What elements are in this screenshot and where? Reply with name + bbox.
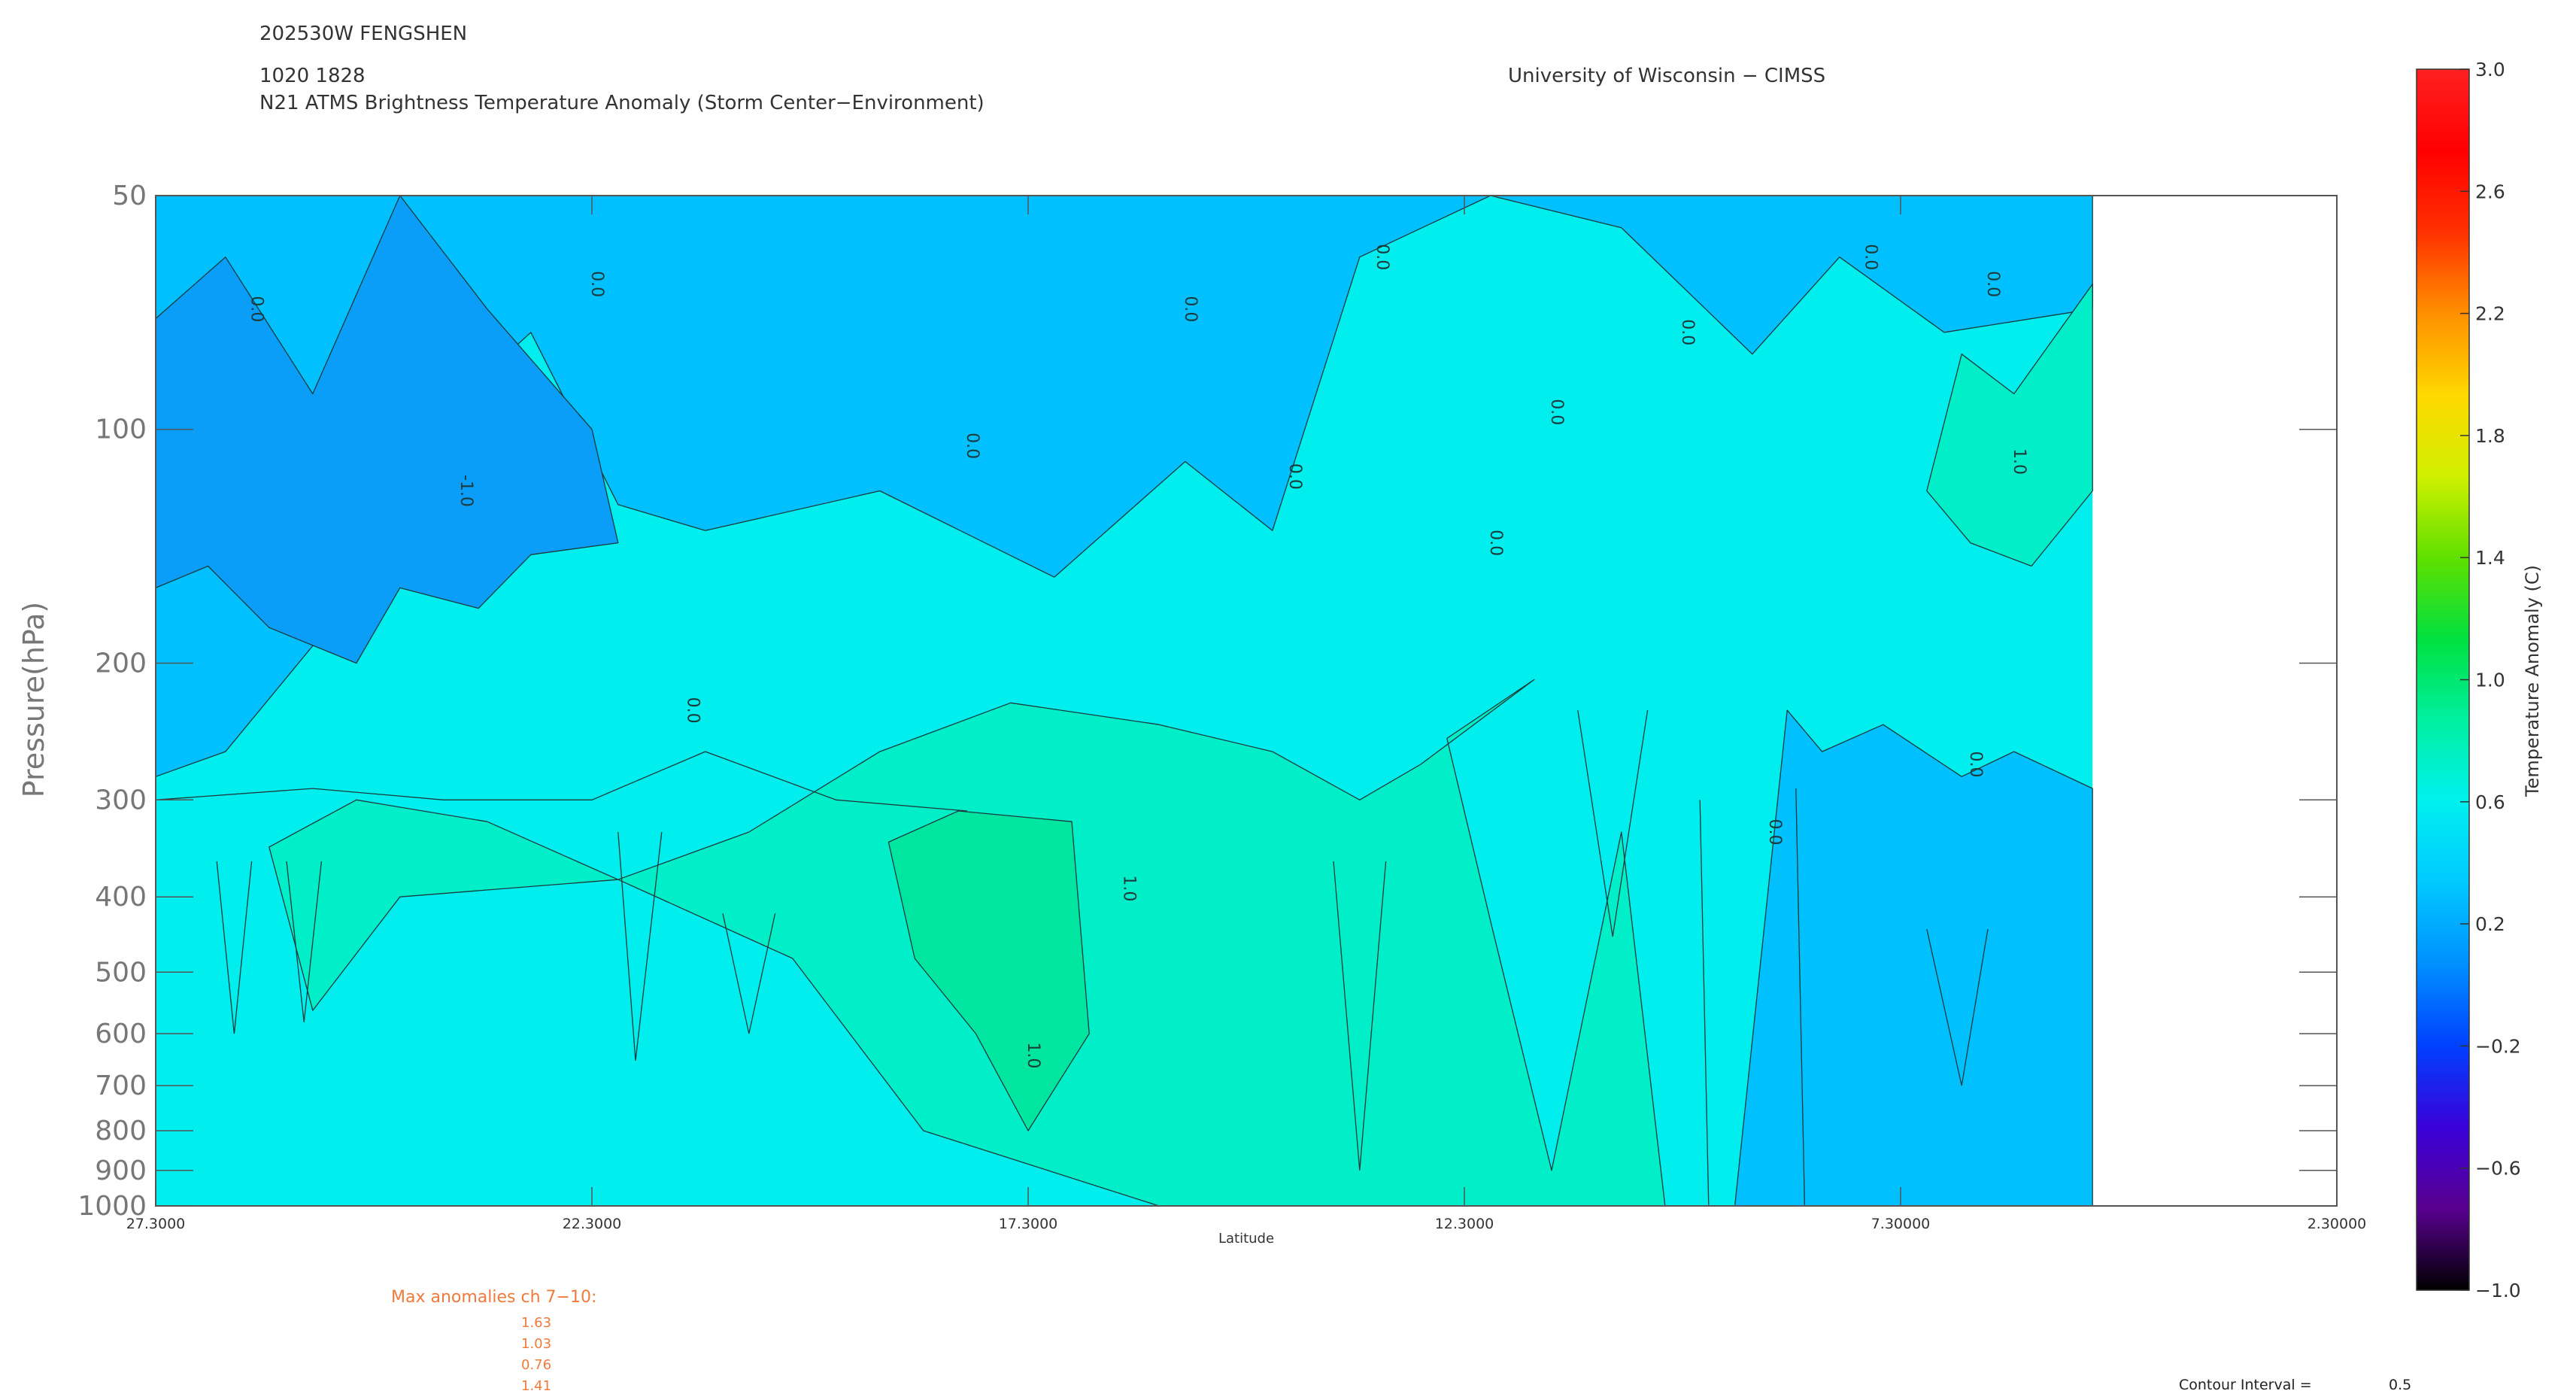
max-anomalies-list: 1.63 1.03 0.76 1.41: [521, 1313, 551, 1397]
x-tick-label: 27.3000: [126, 1216, 186, 1232]
contour-label: 0.0: [963, 433, 982, 459]
contour-line: [1699, 800, 1710, 1207]
contour-line: [216, 861, 253, 1034]
y-tick-label: 100: [95, 415, 147, 445]
contour-label: 0.0: [684, 697, 702, 724]
colorbar-label: Temperature Anomaly (C): [2522, 565, 2543, 797]
contour-interval-label: Contour Interval =: [2179, 1377, 2312, 1393]
contour-labels: 0.0 -1.0 0.0 0.0 0.0 0.0 0.0 0.0 0.0 0.0 0.0 1.0 1.0…: [247, 244, 2028, 1068]
institution-label: University of Wisconsin − CIMSS: [1508, 65, 1826, 87]
x-axis-label: Latitude: [1218, 1231, 1274, 1247]
colorbar-tick-label: 2.6: [2475, 181, 2505, 202]
y-tick-label: 700: [95, 1071, 147, 1101]
contour-line: [1926, 928, 1989, 1086]
contour-label: 0.0: [1285, 463, 1304, 490]
contour-label: 0.0: [1983, 271, 2002, 297]
contour-label: 0.0: [1765, 818, 1784, 845]
storm-id: 202530W FENGSHEN: [259, 23, 468, 45]
contour-line: [617, 831, 663, 1061]
contour-label: 0.0: [1547, 399, 1566, 425]
colorbar-ticks: 3.0 2.6 2.2 1.8 1.4 1.0 0.6 0.2 −0.2 −0.6 −1.0: [2460, 59, 2521, 1301]
contour-label: 0.0: [1181, 296, 1200, 322]
contour-label: -1.0: [457, 475, 475, 507]
contour-label: 0.0: [1966, 752, 1985, 778]
contour-line: [286, 861, 323, 1022]
heatmap-fill: [155, 195, 2093, 1207]
x-tick-label: 22.3000: [563, 1216, 622, 1232]
contour-lines: [155, 710, 1989, 1207]
y-tick-label: 400: [95, 882, 147, 913]
x-axis: 27.3000 22.3000 17.3000 12.3000 7.30000 2.300…: [126, 196, 2367, 1232]
y-tick-label: 900: [95, 1156, 147, 1186]
y-tick-label: 200: [95, 648, 147, 679]
colorbar-tick-label: −1.0: [2475, 1280, 2521, 1301]
contour-line: [722, 913, 776, 1034]
x-tick-label: 12.3000: [1435, 1216, 1494, 1232]
observation-time: 1020 1828: [259, 65, 366, 87]
colorbar-tick-label: 1.0: [2475, 670, 2505, 691]
colorbar-tick-label: 0.6: [2475, 791, 2505, 813]
contour-label: 1.0: [1024, 1042, 1042, 1068]
y-tick-label: 500: [95, 957, 147, 988]
max-anomaly-value: 1.41: [521, 1378, 552, 1394]
contour-label: 0.0: [1486, 530, 1505, 556]
y-tick-label: 50: [112, 181, 147, 211]
colorbar-tick-label: 1.4: [2475, 547, 2505, 569]
colorbar-tick-label: −0.6: [2475, 1158, 2521, 1180]
y-tick-label: 600: [95, 1019, 147, 1049]
contour-line: [1577, 710, 1649, 937]
contour-fill-region: [155, 195, 619, 664]
contour-line: [1795, 788, 1806, 1207]
x-tick-label: 2.30000: [2307, 1216, 2367, 1232]
colorbar-tick-label: −0.2: [2475, 1035, 2521, 1057]
max-anomalies-title: Max anomalies ch 7−10:: [391, 1288, 597, 1307]
max-anomaly-value: 1.63: [521, 1315, 552, 1331]
contour-label: 0.0: [1861, 244, 1880, 270]
max-anomaly-value: 0.76: [521, 1357, 552, 1373]
contour-label: 0.0: [1678, 319, 1697, 345]
max-anomaly-value: 1.03: [521, 1336, 552, 1352]
y-tick-label: 300: [95, 785, 147, 815]
plot-frame: [155, 195, 2338, 1207]
contour-label: 1.0: [2010, 448, 2028, 475]
colorbar-tick-label: 0.2: [2475, 913, 2505, 935]
y-axis: 50 100 200 300 400 500 600 700 800 900 1000: [77, 181, 2337, 1222]
contour-label: 1.0: [1120, 875, 1139, 901]
y-tick-label: 800: [95, 1116, 147, 1146]
contour-interval-value: 0.5: [2389, 1377, 2412, 1393]
contour-fill-region: [1734, 709, 2093, 1207]
contour-line: [155, 751, 967, 812]
chart-title: N21 ATMS Brightness Temperature Anomaly …: [259, 92, 985, 114]
y-axis-label: Pressure(hPa): [17, 602, 50, 798]
y-tick-label: 1000: [77, 1191, 147, 1222]
contour-label: 0.0: [1373, 244, 1391, 270]
colorbar-tick-label: 1.8: [2475, 425, 2505, 447]
contour-label: 0.0: [587, 271, 606, 297]
contour-label: 0.0: [247, 296, 266, 322]
colorbar-tick-label: 2.2: [2475, 303, 2505, 325]
contour-line: [1333, 861, 1387, 1171]
colorbar-tick-label: 3.0: [2475, 59, 2505, 80]
x-tick-label: 17.3000: [999, 1216, 1058, 1232]
x-tick-label: 7.30000: [1871, 1216, 1931, 1232]
contour-fill-region: [1926, 283, 2093, 567]
contour-fill-region: [887, 810, 1090, 1131]
